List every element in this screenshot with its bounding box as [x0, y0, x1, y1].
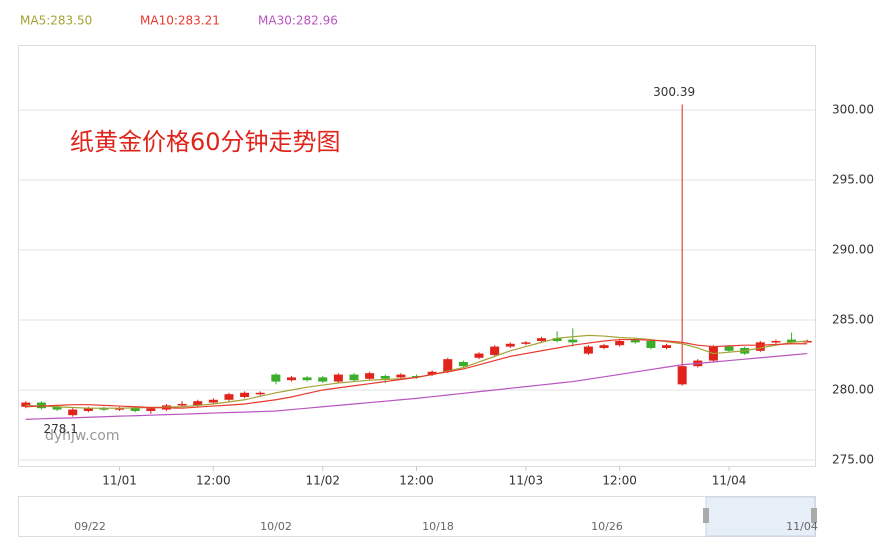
watermark: dyhjw.com	[45, 428, 119, 444]
navigator-handle[interactable]	[703, 508, 709, 523]
candle-body	[68, 409, 78, 416]
candle-body	[318, 377, 328, 382]
candle-body	[615, 340, 625, 346]
candle-body	[662, 345, 672, 348]
plot-frame	[18, 45, 816, 467]
navigator-frame	[18, 496, 816, 537]
ma-line	[25, 338, 808, 409]
candle-body	[646, 340, 656, 348]
candle-body	[255, 392, 265, 395]
y-tick-label: 290.00	[832, 242, 874, 256]
candle-body	[583, 346, 593, 354]
x-tick-label: 11/01	[102, 474, 137, 488]
candle-body	[537, 338, 547, 341]
candle-body	[271, 374, 281, 382]
candle-body	[771, 340, 781, 343]
min-annotation: 278.1	[44, 422, 78, 436]
candle-body	[349, 374, 359, 381]
ma-line	[25, 334, 808, 409]
x-tick-label: 12:00	[602, 474, 637, 488]
candle-body	[599, 345, 609, 348]
candle-body	[146, 408, 156, 411]
legend-entry[interactable]: MA5:283.50	[20, 14, 92, 28]
navigator-label: 10/18	[422, 520, 454, 533]
navigator-label: 10/02	[260, 520, 292, 533]
candle-body	[412, 375, 421, 378]
candle-body	[458, 361, 468, 367]
x-tick-label: 11/02	[305, 474, 340, 488]
candle-body	[365, 373, 375, 379]
x-tick-label: 12:00	[399, 474, 434, 488]
navigator-label: 09/22	[74, 520, 106, 533]
candle-body	[177, 403, 187, 406]
candle-body	[21, 402, 31, 407]
x-tick-label: 11/03	[509, 474, 544, 488]
candle-body	[568, 339, 578, 343]
candle-body	[443, 359, 453, 372]
candle-body	[193, 401, 203, 406]
ma-line	[25, 352, 808, 420]
candle-body	[787, 339, 797, 343]
candle-body	[83, 408, 93, 411]
y-tick-label: 300.00	[832, 102, 874, 116]
max-annotation: 300.39	[653, 85, 695, 99]
candle-body	[52, 406, 62, 410]
candle-body	[677, 366, 687, 385]
candle-body	[521, 342, 531, 344]
candle-body	[474, 353, 484, 358]
x-tick-label: 12:00	[196, 474, 231, 488]
candle-body	[490, 346, 500, 355]
candle-body	[99, 408, 109, 410]
candle-body	[380, 375, 390, 379]
candle-body	[630, 339, 640, 343]
candle-body	[130, 408, 140, 411]
x-tick-label: 11/04	[712, 474, 747, 488]
candle-body	[302, 377, 312, 381]
candle-body	[396, 374, 406, 378]
candle-body	[427, 371, 437, 375]
legend-entry[interactable]: MA30:282.96	[258, 14, 338, 28]
candle-body	[240, 392, 250, 397]
candle-body	[505, 343, 515, 347]
chart-title: 纸黄金价格60分钟走势图	[70, 128, 341, 156]
candle-body	[224, 394, 234, 400]
navigator[interactable]: 09/22 10/02 10/18 10/26 11/04	[18, 496, 818, 537]
candle-body	[724, 346, 734, 351]
candle-body	[115, 408, 125, 410]
y-tick-label: 280.00	[832, 382, 874, 396]
candle-body	[333, 374, 343, 382]
candle-body	[802, 340, 812, 343]
legend-entry[interactable]: MA10:283.21	[140, 14, 220, 28]
candle-body	[36, 402, 46, 409]
navigator-label: 11/04	[786, 520, 818, 533]
y-tick-label: 285.00	[832, 312, 874, 326]
navigator-handle[interactable]	[811, 508, 817, 523]
candle-body	[755, 342, 765, 351]
y-tick-label: 295.00	[832, 172, 874, 186]
candle-body	[208, 399, 218, 403]
navigator-label: 10/26	[591, 520, 623, 533]
candle-body	[286, 377, 296, 381]
y-tick-label: 275.00	[832, 452, 874, 466]
candle-body	[552, 338, 562, 341]
